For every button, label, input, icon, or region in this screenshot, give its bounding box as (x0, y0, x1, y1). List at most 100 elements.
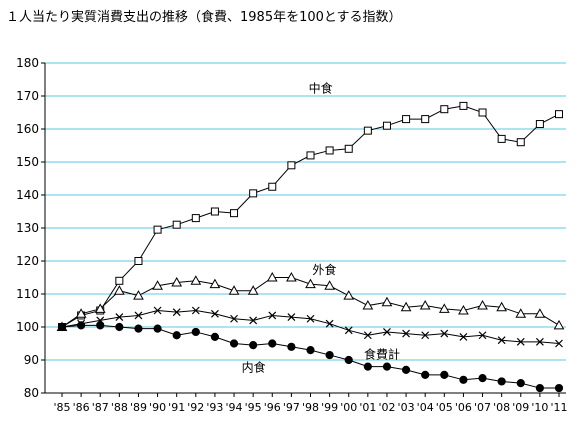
x-marker-stroke (230, 314, 238, 323)
x-marker-stroke (440, 329, 449, 338)
circle-marker (497, 377, 506, 386)
gridlines (45, 62, 566, 361)
y-tick-label: 120 (16, 254, 39, 268)
y-tick-label: 160 (16, 122, 39, 136)
x-tick-labels: '85'86'87'88'89'90'91'92'93'94'95'96'97 '… (53, 401, 567, 414)
square-marker (497, 134, 506, 143)
square-marker (287, 161, 296, 170)
x-marker-stroke (210, 309, 219, 318)
circle-marker (459, 375, 468, 384)
x-marker-stroke (363, 331, 372, 340)
square-marker (306, 151, 315, 160)
x-tick-label: '11 (550, 401, 567, 414)
square-marker (230, 209, 239, 218)
x-tick-label: '97 (283, 401, 300, 414)
x-marker-stroke (191, 306, 200, 315)
x-marker (268, 311, 277, 320)
x-marker-stroke (497, 336, 506, 345)
x-marker-stroke (344, 326, 353, 335)
x-marker-stroke (402, 329, 411, 338)
chart-title: １人当たり実質消費支出の推移（食費、1985年を100とする指数） (6, 10, 402, 25)
x-marker-stroke (555, 339, 563, 348)
x-marker (191, 306, 200, 315)
series-square (58, 101, 563, 331)
square-marker (344, 144, 353, 153)
circle-marker (172, 331, 181, 340)
x-tick-label: '10 (531, 401, 548, 414)
x-marker (153, 306, 162, 315)
x-marker (440, 329, 449, 338)
square-marker (555, 110, 563, 119)
x-marker-stroke (115, 313, 124, 322)
triangle-marker (209, 278, 221, 289)
y-tick-label: 110 (16, 287, 39, 301)
triangle-marker (496, 301, 508, 312)
triangle-marker (190, 275, 202, 285)
y-tick-label: 90 (24, 353, 39, 367)
y-tick-label: 100 (16, 320, 39, 334)
series-triangle (56, 271, 565, 331)
x-marker (535, 337, 544, 346)
circle-marker (77, 321, 86, 330)
x-marker (421, 331, 430, 340)
square-marker (191, 214, 200, 223)
x-tick-label: '91 (168, 401, 185, 414)
y-tick-label: 180 (16, 56, 39, 70)
circle-marker (401, 365, 411, 374)
y-tick-label: 80 (24, 386, 39, 400)
x-marker (287, 313, 296, 322)
circle-marker (440, 370, 449, 379)
triangle-marker (75, 308, 87, 318)
triangle-marker (438, 303, 450, 313)
x-tick-label: '07 (474, 401, 491, 414)
circle-marker (57, 322, 67, 332)
x-tick-label: '88 (111, 401, 128, 414)
triangle-marker (247, 285, 259, 295)
x-marker-stroke (287, 313, 296, 322)
square-marker (363, 126, 372, 135)
triangle-marker (458, 304, 469, 315)
circle-marker (153, 324, 162, 333)
square-marker (153, 225, 162, 234)
x-marker-stroke (153, 306, 162, 315)
x-tick-label: '06 (455, 401, 472, 414)
triangle-marker (381, 296, 393, 307)
triangle-marker (113, 285, 125, 295)
circle-marker (535, 383, 544, 393)
x-marker-stroke (421, 331, 430, 340)
x-tick-label: '93 (206, 401, 223, 414)
square-marker (402, 115, 411, 124)
x-tick-label: '96 (264, 401, 281, 414)
triangle-marker (324, 280, 335, 290)
y-tick-label: 150 (16, 155, 39, 169)
triangle-marker (286, 271, 297, 282)
x-marker (230, 314, 238, 323)
x-tick-label: '89 (130, 401, 147, 414)
x-marker (306, 314, 315, 323)
triangle-marker (228, 285, 240, 295)
x-marker-stroke (306, 314, 315, 323)
triangle-marker (553, 319, 565, 330)
series-lines (56, 101, 565, 393)
series-x (58, 306, 563, 348)
x-tick-label: '05 (436, 401, 453, 414)
square-marker (325, 146, 334, 155)
x-marker (325, 319, 334, 328)
triangle-marker (171, 276, 183, 287)
square-marker (115, 276, 124, 285)
square-marker (421, 115, 430, 124)
x-marker-stroke (268, 311, 277, 320)
square-marker (440, 105, 449, 114)
x-marker (344, 326, 353, 335)
triangle-marker (305, 278, 316, 289)
circle-marker (249, 341, 258, 350)
x-tick-label: '09 (512, 401, 529, 414)
x-tick-label: '92 (187, 401, 204, 414)
x-marker (115, 313, 124, 322)
x-marker (459, 332, 468, 341)
triangle-marker (419, 300, 431, 310)
x-tick-label: '98 (302, 401, 319, 414)
x-marker (555, 339, 563, 348)
x-marker-stroke (172, 308, 181, 317)
